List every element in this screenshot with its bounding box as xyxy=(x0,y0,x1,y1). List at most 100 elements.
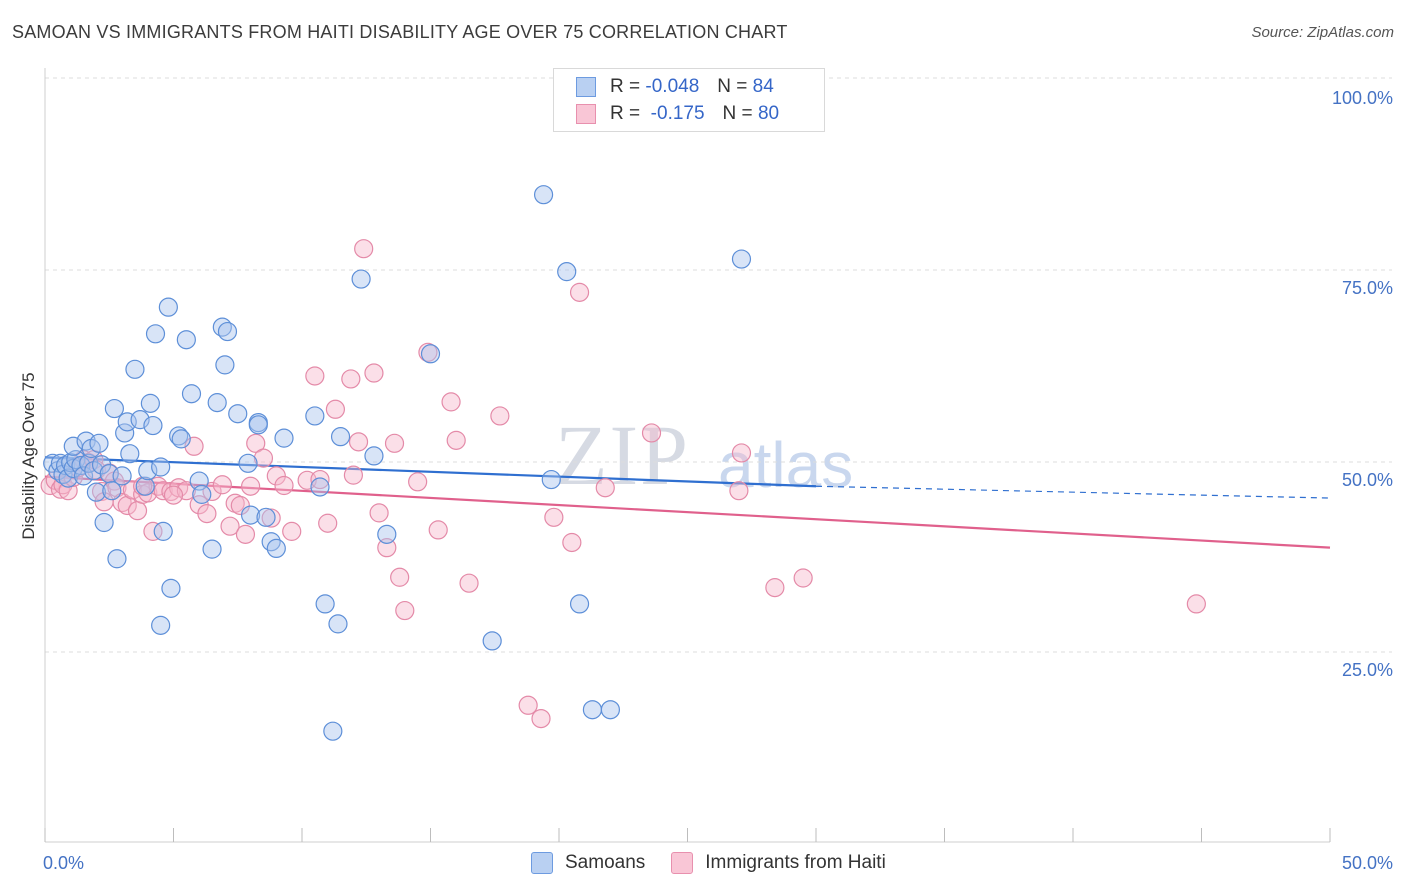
haiti-point xyxy=(253,448,274,468)
haiti-point xyxy=(369,503,389,523)
x-tick-label: 0.0% xyxy=(43,853,84,873)
haiti-point xyxy=(241,476,261,496)
samoan-point xyxy=(228,404,248,424)
samoan-point xyxy=(158,297,178,317)
haiti-point xyxy=(274,475,294,496)
samoan-point xyxy=(169,426,189,446)
haiti-point xyxy=(117,495,137,516)
samoan-point xyxy=(541,469,561,490)
samoan-point xyxy=(315,594,335,614)
haiti-point xyxy=(641,423,662,443)
samoan-point xyxy=(305,406,325,426)
samoans-swatch xyxy=(576,77,596,97)
haiti-point xyxy=(569,282,590,302)
haiti-point xyxy=(163,485,184,505)
haiti-point xyxy=(441,392,461,412)
r-label: R = xyxy=(610,103,641,124)
samoan-point xyxy=(151,457,171,477)
samoan-point xyxy=(202,539,222,559)
haiti-point xyxy=(305,366,325,386)
stats-legend: R = -0.048 N = 84 R = -0.175 N = 80 xyxy=(553,68,825,132)
haiti-point xyxy=(377,538,397,558)
haiti-point xyxy=(446,430,466,450)
samoan-point xyxy=(151,615,171,635)
tick-labels: 25.0% 50.0% 75.0% 100.0% 0.0% 50.0% xyxy=(43,88,1393,873)
axes xyxy=(44,68,1331,843)
chart-source: Source: ZipAtlas.com xyxy=(1251,24,1394,41)
haiti-point xyxy=(729,481,749,501)
samoan-point xyxy=(217,321,238,342)
chart-title: SAMOAN VS IMMIGRANTS FROM HAITI DISABILI… xyxy=(12,22,788,42)
haiti-point xyxy=(793,568,813,588)
haiti-point xyxy=(354,239,374,259)
samoan-point xyxy=(266,538,286,559)
haiti-point xyxy=(348,432,369,452)
haiti-point xyxy=(266,466,286,486)
watermark-zip: ZIP xyxy=(555,407,690,503)
haiti-point xyxy=(459,573,479,593)
legend-item-haiti[interactable]: Immigrants from Haiti xyxy=(671,852,886,874)
n-label: N = xyxy=(722,103,753,124)
haiti-point xyxy=(318,513,338,533)
x-tick-label: 50.0% xyxy=(1342,853,1393,873)
samoan-point xyxy=(600,700,621,720)
samoan-point xyxy=(125,359,145,379)
samoan-point xyxy=(138,461,158,481)
samoan-point xyxy=(58,468,78,488)
haiti-point xyxy=(153,481,173,501)
haiti-point xyxy=(364,363,384,383)
samoan-point xyxy=(135,476,155,496)
samoan-point xyxy=(330,427,351,447)
samoan-point xyxy=(274,428,294,448)
haiti-legend-swatch xyxy=(671,852,694,874)
haiti-point xyxy=(428,520,448,540)
samoan-point xyxy=(248,415,268,435)
samoan-point xyxy=(207,393,227,413)
n-value: 80 xyxy=(757,103,780,124)
series-legend: Samoans Immigrants from Haiti xyxy=(531,852,912,874)
samoan-point xyxy=(171,429,191,449)
y-tick-label: 25.0% xyxy=(1342,660,1393,680)
samoan-point xyxy=(377,524,397,544)
y-tick-label: 75.0% xyxy=(1342,278,1393,298)
samoan-point xyxy=(364,446,384,466)
haiti-point xyxy=(197,504,217,524)
samoan-point xyxy=(55,455,76,476)
haiti-point xyxy=(176,481,196,501)
samoan-point xyxy=(241,505,261,525)
haiti-point xyxy=(220,516,240,536)
y-axis-label: Disability Age Over 75 xyxy=(19,372,38,539)
samoan-point xyxy=(482,631,502,651)
points-haiti xyxy=(40,239,1206,729)
samoan-point xyxy=(731,249,752,269)
haiti-point xyxy=(595,478,615,498)
samoan-point xyxy=(120,444,140,464)
haiti-point xyxy=(230,495,250,516)
haiti-swatch xyxy=(576,104,596,124)
r-value: -0.175 xyxy=(650,103,705,124)
samoan-point xyxy=(420,344,441,364)
haiti-point xyxy=(390,567,410,587)
haiti-point xyxy=(261,508,281,528)
samoan-point xyxy=(192,484,212,504)
samoan-point xyxy=(89,433,109,453)
haiti-point xyxy=(544,507,564,527)
haiti-point xyxy=(343,465,363,485)
legend-row-haiti: R = -0.175 N = 80 xyxy=(576,103,779,125)
haiti-point xyxy=(1186,594,1206,614)
n-label: N = xyxy=(717,76,748,97)
haiti-point xyxy=(518,695,538,715)
legend-item-samoans[interactable]: Samoans xyxy=(531,852,645,874)
gridlines xyxy=(45,77,1392,653)
r-value: -0.048 xyxy=(645,76,700,97)
samoan-point xyxy=(86,482,107,502)
samoan-point xyxy=(310,477,330,497)
y-tick-label: 100.0% xyxy=(1332,88,1393,108)
haiti-point xyxy=(235,524,256,544)
samoan-point xyxy=(328,614,348,634)
samoan-point xyxy=(557,262,577,282)
haiti-point xyxy=(122,480,142,500)
haiti-point xyxy=(490,406,510,426)
samoans-legend-swatch xyxy=(531,852,553,874)
